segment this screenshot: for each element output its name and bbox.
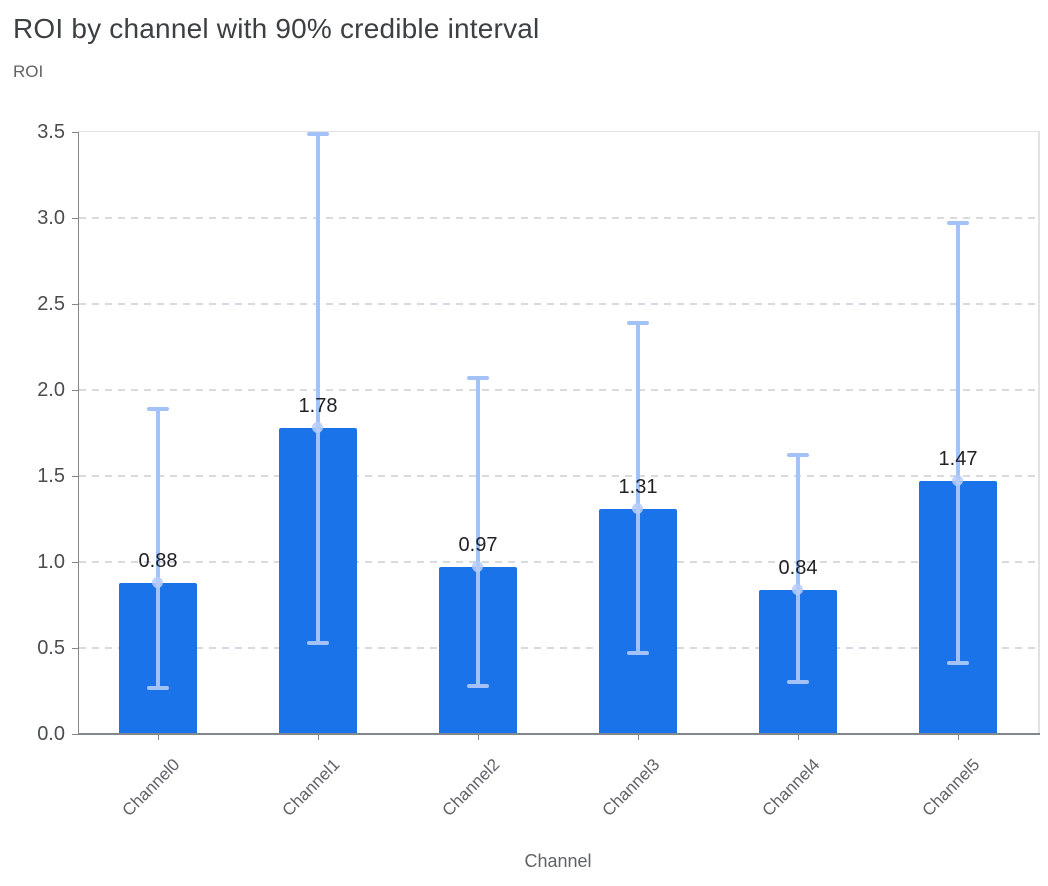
y-tick-label: 0.0: [37, 723, 65, 745]
mean-marker: [952, 475, 963, 487]
gridline-0.5: [79, 647, 1038, 649]
y-tick-mark: [72, 562, 78, 563]
error-bar-cap-low: [307, 640, 329, 645]
error-bar-cap-high: [307, 131, 329, 136]
error-bar-cap-low: [467, 683, 489, 688]
gridline-3.0: [79, 217, 1038, 219]
error-bar-channel0: [156, 408, 160, 688]
chart-title: ROI by channel with 90% credible interva…: [13, 13, 540, 44]
error-bar-cap-low: [787, 680, 809, 685]
y-axis-line: [78, 132, 79, 734]
gridline-1.0: [79, 561, 1038, 563]
x-tick-mark: [798, 734, 799, 740]
bar-value-label: 0.97: [458, 534, 498, 557]
y-tick-mark: [72, 132, 78, 133]
gridline-2.0: [79, 389, 1038, 391]
y-tick-mark: [72, 304, 78, 305]
error-bar-cap-high: [787, 453, 809, 458]
error-bar-channel4: [796, 455, 800, 683]
error-bar-cap-high: [947, 221, 969, 226]
y-tick-mark: [72, 734, 78, 735]
error-bar-channel5: [956, 223, 960, 664]
y-tick-label: 3.5: [37, 121, 65, 143]
bar-value-label: 1.31: [618, 475, 658, 498]
mean-marker: [632, 502, 643, 514]
error-bar-cap-high: [627, 320, 649, 325]
mean-marker: [792, 583, 803, 595]
y-tick-mark: [72, 390, 78, 391]
y-tick-label: 1.0: [37, 551, 65, 573]
mean-marker: [312, 421, 323, 433]
error-bar-cap-low: [947, 661, 969, 666]
y-tick-label: 3.0: [37, 207, 65, 229]
x-axis-line: [78, 733, 1040, 735]
x-axis-title: Channel: [524, 851, 592, 871]
bar-value-label: 1.47: [938, 448, 978, 471]
y-tick-mark: [72, 476, 78, 477]
x-tick-mark: [478, 734, 479, 740]
error-bar-channel2: [476, 377, 480, 686]
x-tick-mark: [638, 734, 639, 740]
y-tick-label: 1.5: [37, 465, 65, 487]
bar-value-label: 1.78: [298, 394, 338, 417]
bar-value-label: 0.88: [138, 549, 178, 572]
y-tick-mark: [72, 218, 78, 219]
error-bar-cap-high: [147, 406, 169, 411]
error-bar-cap-low: [147, 685, 169, 690]
mean-marker: [472, 561, 483, 573]
y-axis-title: ROI: [13, 62, 44, 81]
gridline-1.5: [79, 475, 1038, 477]
y-tick-mark: [72, 648, 78, 649]
x-tick-mark: [158, 734, 159, 740]
error-bar-channel1: [316, 133, 320, 643]
bar-value-label: 0.84: [778, 556, 818, 579]
x-tick-mark: [958, 734, 959, 740]
error-bar-channel3: [636, 322, 640, 654]
y-tick-label: 0.5: [37, 637, 65, 659]
gridline-2.5: [79, 303, 1038, 305]
x-tick-mark: [318, 734, 319, 740]
error-bar-cap-high: [467, 375, 489, 380]
y-tick-label: 2.5: [37, 293, 65, 315]
mean-marker: [152, 576, 163, 588]
y-tick-label: 2.0: [37, 379, 65, 401]
error-bar-cap-low: [627, 651, 649, 656]
plot-area: Channel 0.0 0.5 1.0 1.5 2.0 2.5 3.0 3.5 0.88 Chan…: [37, 121, 1040, 871]
